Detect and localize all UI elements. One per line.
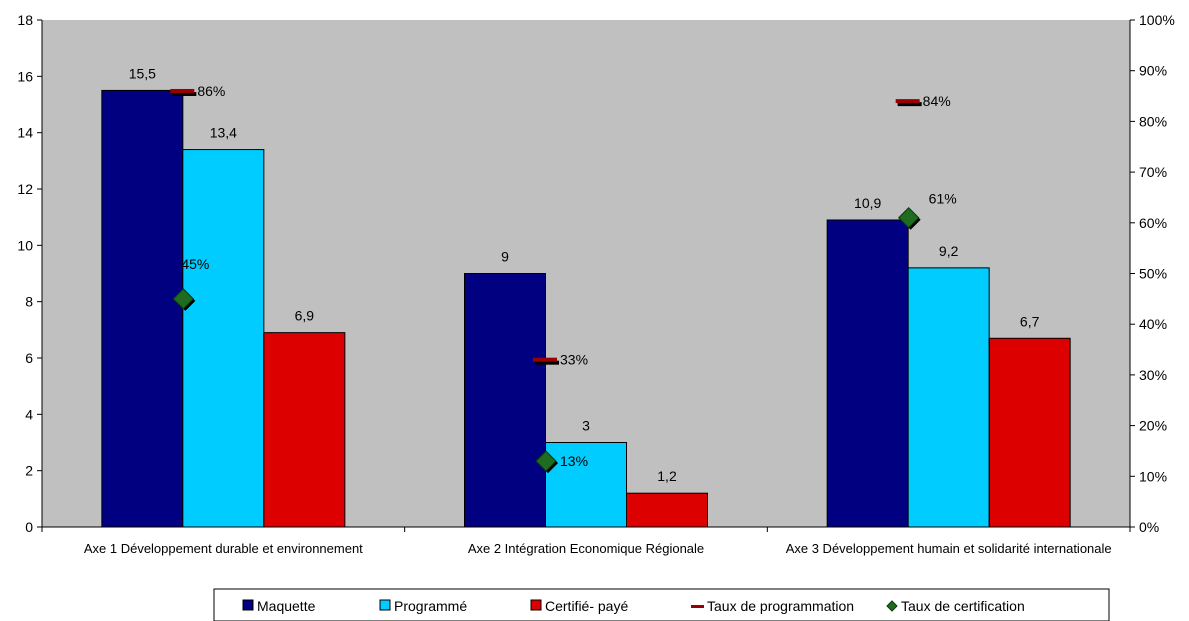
bar [101,89,184,528]
bar [182,149,265,528]
right-axis-tick-label: 10% [1139,468,1167,484]
taux-programmation-label: 33% [560,352,588,368]
bar-value-label: 9,2 [939,243,959,259]
bar [263,332,346,528]
left-axis-tick-label: 16 [17,68,33,84]
right-axis-tick-label: 80% [1139,113,1167,129]
bar [626,492,708,528]
left-axis-tick-label: 4 [25,406,33,422]
right-axis-tick-label: 60% [1139,215,1167,231]
markers [170,88,922,474]
right-axis-tick-label: 20% [1139,418,1167,434]
left-axis-tick-label: 0 [25,519,33,535]
x-axis: Axe 1 Développement durable et environne… [41,526,1131,556]
right-axis-tick-label: 0% [1139,519,1159,535]
right-axis-tick-label: 40% [1139,316,1167,332]
left-axis-tick-label: 2 [25,463,33,479]
legend-swatch [691,605,704,608]
legend-label: Certifié- payé [545,598,628,614]
dash-marker-shadow [172,91,197,96]
dash-marker [170,88,195,93]
bar-value-label: 6,7 [1020,313,1040,329]
right-axis: 0% 10% 20% 30% 40% 50% 60% 70% 80% 90% 100% [1129,12,1175,535]
x-axis-category-label: Axe 3 Développement humain et solidarité… [786,541,1112,556]
left-axis-tick-label: 12 [17,181,33,197]
bar-value-label: 13,4 [210,125,237,141]
diamond-marker [172,288,195,310]
bar [988,337,1071,528]
legend-label: Taux de certification [901,598,1025,614]
right-axis-tick-label: 70% [1139,164,1167,180]
diamond-marker [535,450,557,472]
taux-programmation-label: 86% [197,83,225,99]
taux-certification-label: 13% [560,453,588,469]
legend-label: Taux de programmation [707,598,854,614]
bars [101,89,1071,528]
legend-swatch [242,599,254,611]
dash-marker-shadow [535,360,559,365]
taux-certification-label: 61% [929,191,957,207]
dash-marker [533,357,557,362]
diamond-marker [897,207,920,229]
right-axis-tick-label: 30% [1139,367,1167,383]
legend-swatch [886,600,898,612]
bar-value-label: 15,5 [129,65,156,81]
bar [907,267,990,528]
legend-swatch [379,599,391,611]
legend: Maquette Programmé Certifié- payé Taux de p… [213,588,1110,621]
taux-programmation-label: 84% [923,93,951,109]
legend-swatch [530,599,542,611]
data-labels: 15,5 13,4 6,9 9 3 1,2 10,9 9,2 6,7 86% 45% 33% 13% 84… [129,65,1040,484]
bar-value-label: 3 [582,418,590,434]
bar-value-label: 1,2 [657,468,677,484]
right-axis-tick-label: 50% [1139,266,1167,282]
left-axis-tick-label: 14 [17,125,33,141]
dash-marker-shadow [897,102,922,107]
bar [826,219,909,528]
legend-box [213,588,1110,621]
bar-value-label: 9 [501,249,509,265]
x-axis-category-label: Axe 2 Intégration Economique Régionale [468,541,704,556]
bar [545,442,627,528]
bar-value-label: 10,9 [854,195,881,211]
dash-marker [895,99,920,104]
legend-label: Maquette [257,598,316,614]
bar [464,273,546,528]
taux-certification-label: 45% [181,256,209,272]
left-axis-tick-label: 10 [17,237,33,253]
right-axis-tick-label: 100% [1139,12,1175,28]
bar-value-label: 6,9 [295,308,315,324]
x-axis-category-label: Axe 1 Développement durable et environne… [84,541,363,556]
left-axis-tick-label: 18 [17,12,33,28]
left-axis-tick-label: 8 [25,294,33,310]
right-axis-tick-label: 90% [1139,63,1167,79]
left-axis-tick-label: 6 [25,350,33,366]
legend-label: Programmé [394,598,467,614]
left-axis: 0 2 4 6 8 10 12 14 16 18 [17,12,43,535]
